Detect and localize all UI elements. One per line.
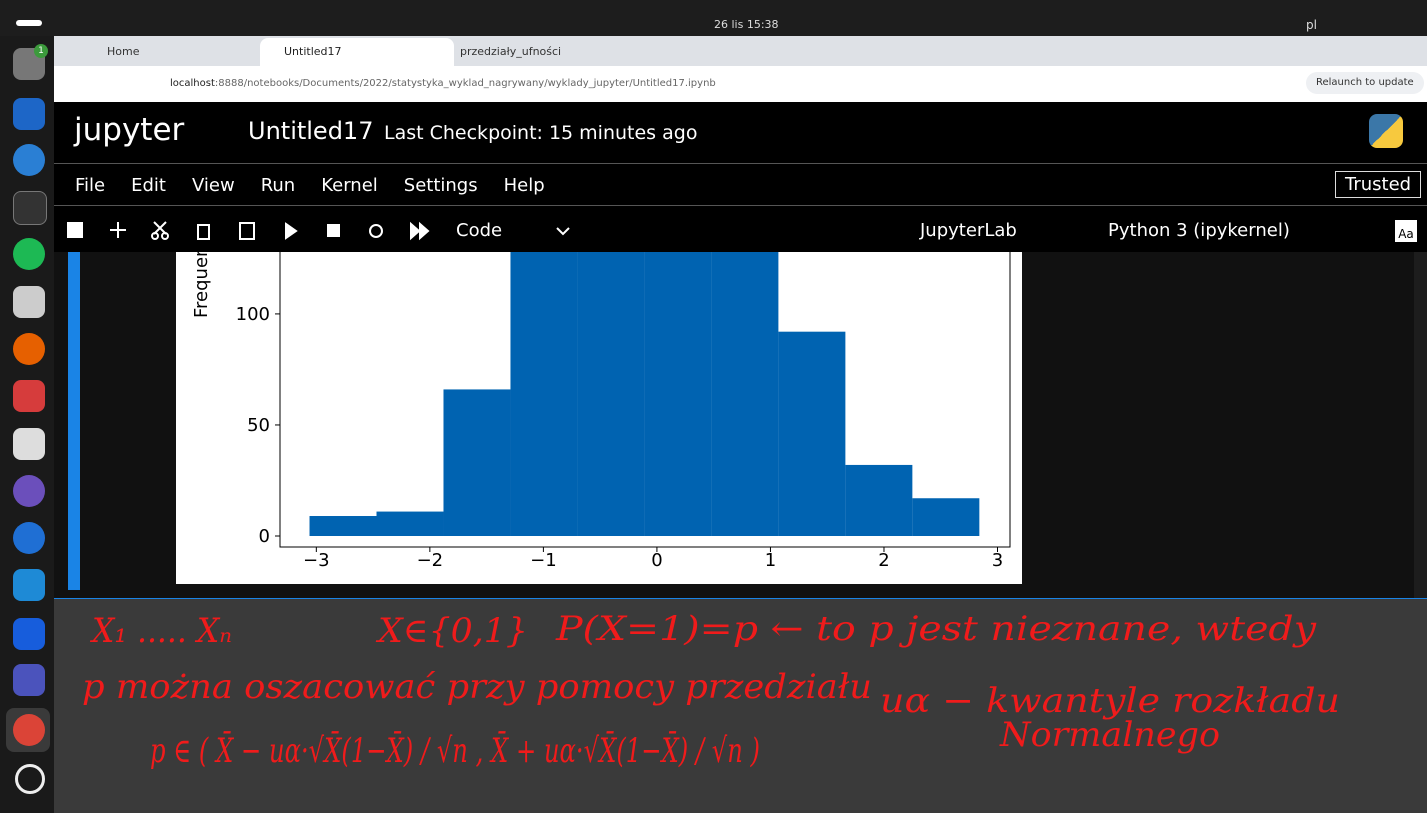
bar — [577, 252, 645, 536]
y-axis-label: Frequency — [191, 252, 212, 318]
cell-border — [54, 598, 1427, 599]
menu-item[interactable]: Edit — [131, 175, 166, 196]
handwritten-note: X₁ ..... Xₙ — [89, 611, 232, 651]
help-icon[interactable] — [13, 144, 45, 176]
bar — [376, 511, 444, 536]
apps-icon[interactable] — [15, 764, 45, 794]
handwritten-note: p ∈ ( X̄ − uα·√X̄(1−X̄) / √n , X̄ + uα·√… — [150, 730, 760, 771]
dropdown-icon[interactable] — [556, 227, 570, 236]
relaunch-button[interactable]: Relaunch to update — [1306, 72, 1424, 94]
jupyterlab-link[interactable]: JupyterLab — [920, 220, 1017, 241]
tab[interactable]: przedziały_ufności — [460, 45, 562, 58]
handwritten-note: Normalnego — [999, 715, 1220, 755]
handwritten-note: uα − kwantyle rozkładu — [880, 681, 1340, 721]
bar — [443, 389, 511, 536]
bitwarden-icon[interactable] — [13, 618, 45, 650]
paste-icon[interactable] — [239, 222, 255, 240]
jupyter-header: jupyter Untitled17 Last Checkpoint: 15 m… — [54, 102, 1427, 252]
axes-frame — [279, 252, 1011, 548]
menu-item[interactable]: Run — [260, 175, 296, 196]
toolbar[interactable] — [67, 221, 570, 241]
chrome-icon[interactable] — [13, 714, 45, 746]
x-tick-label: 3 — [992, 550, 1003, 571]
address-bar: localhost:8888/notebooks/Documents/2022/… — [54, 66, 1427, 102]
terminal-icon[interactable] — [13, 191, 47, 225]
clock[interactable]: 26 lis 15:38 — [714, 18, 779, 31]
x-tick-label: −1 — [530, 550, 557, 571]
handwritten-note: P(X=1)=p ← to p jest nieznane, wtedy — [555, 609, 1317, 649]
thunderbird-icon[interactable] — [13, 522, 45, 554]
handwritten-note: X∈{0,1} — [375, 611, 528, 651]
add-icon[interactable] — [110, 222, 126, 238]
x-tick-label: −3 — [303, 550, 330, 571]
separator — [54, 205, 1427, 206]
notebook: −3 −2 −1 0 1 2 3 0 50 100 Frequency — [54, 252, 1414, 598]
copy-icon[interactable] — [197, 224, 210, 240]
zotero-icon[interactable] — [13, 380, 45, 412]
dock: 1 — [0, 36, 54, 813]
url[interactable]: localhost:8888/notebooks/Documents/2022/… — [170, 78, 716, 89]
language[interactable]: pl — [1306, 18, 1317, 32]
y-tick-label: 50 — [247, 415, 270, 436]
python-logo — [1369, 114, 1403, 148]
spotify-icon[interactable] — [13, 238, 45, 270]
menu-item[interactable]: File — [75, 175, 106, 196]
emacs-icon[interactable] — [13, 475, 45, 507]
x-tick-label: 1 — [765, 550, 776, 571]
x-tick-label: 0 — [651, 550, 662, 571]
tab[interactable]: Home — [107, 45, 140, 58]
run-all-icon[interactable] — [410, 221, 430, 241]
toolbar-icons — [67, 221, 570, 241]
menu-item[interactable]: Kernel — [321, 175, 378, 196]
font-button[interactable]: Aa — [1395, 220, 1417, 242]
stop-icon[interactable] — [327, 224, 340, 237]
bar — [510, 252, 578, 536]
xournal-icon[interactable] — [13, 286, 45, 318]
cell-type[interactable]: Code — [456, 220, 503, 241]
tab-bar: Home Untitled17 przedziały_ufności — [54, 36, 1427, 66]
system-bar: 26 lis 15:38 pl — [0, 0, 1427, 36]
menu-item[interactable]: View — [191, 175, 235, 196]
checkpoint: Last Checkpoint: 15 minutes ago — [384, 122, 698, 144]
bar — [309, 516, 377, 536]
menu-item[interactable]: Help — [503, 175, 545, 196]
menu-bar: File Edit View Run Kernel Settings Help — [75, 175, 571, 196]
app-icon[interactable] — [13, 98, 45, 130]
bar — [845, 464, 913, 536]
notebook-name[interactable]: Untitled17 — [248, 117, 374, 145]
kernel-name[interactable]: Python 3 (ipykernel) — [1108, 220, 1290, 241]
y-tick-label: 0 — [259, 526, 270, 547]
url-host: localhost — [170, 78, 215, 89]
jupyter-logo[interactable]: jupyter — [74, 112, 185, 148]
firefox-icon[interactable] — [13, 333, 45, 365]
badge: 1 — [34, 44, 48, 58]
activities[interactable] — [16, 20, 42, 26]
handwritten-note: p można oszacować przy pomocy przedziału — [82, 667, 872, 707]
restart-icon[interactable] — [369, 224, 383, 238]
reader-icon[interactable] — [13, 428, 45, 460]
separator — [54, 163, 1427, 164]
bar — [912, 498, 980, 536]
teams-icon[interactable] — [13, 664, 45, 696]
cell-indicator[interactable] — [68, 252, 80, 590]
run-icon[interactable] — [285, 222, 298, 240]
save-icon[interactable] — [67, 222, 83, 238]
histogram: −3 −2 −1 0 1 2 3 0 50 100 Frequency — [176, 252, 1022, 584]
bar — [644, 252, 712, 537]
x-tick-label: 2 — [878, 550, 889, 571]
menu-item[interactable]: Settings — [403, 175, 478, 196]
tab-active[interactable]: Untitled17 — [260, 38, 454, 66]
trusted[interactable]: Trusted — [1335, 171, 1422, 198]
y-tick-label: 100 — [236, 304, 270, 325]
annotation-area — [54, 599, 1427, 813]
bar — [711, 252, 779, 536]
x-tick-label: −2 — [417, 550, 444, 571]
vscode-icon[interactable] — [13, 569, 45, 601]
url-path: :8888/notebooks/Documents/2022/statystyk… — [214, 78, 716, 89]
bar — [778, 331, 846, 536]
